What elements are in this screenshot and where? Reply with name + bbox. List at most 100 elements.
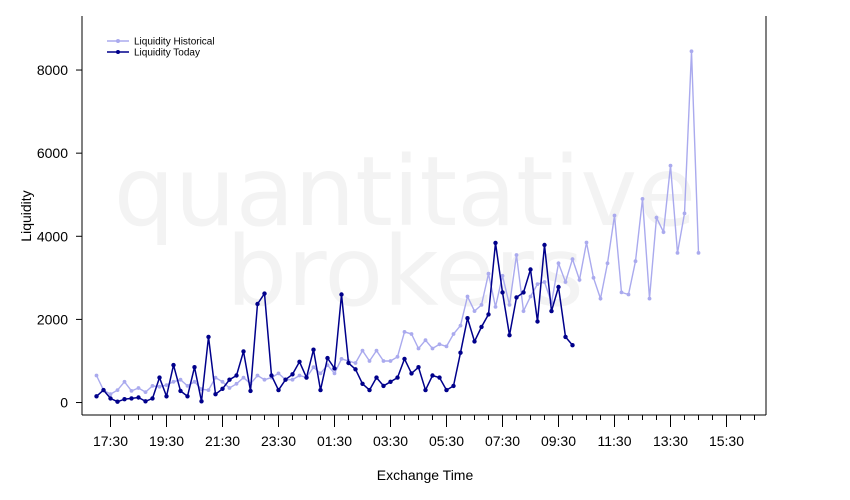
data-point [619, 290, 624, 295]
data-point [339, 357, 344, 361]
data-point [563, 334, 568, 340]
data-point [143, 390, 148, 394]
data-point [479, 324, 484, 330]
data-point [458, 350, 463, 355]
data-point [108, 392, 113, 397]
data-point [500, 290, 505, 295]
data-point [346, 360, 351, 366]
data-point [549, 308, 554, 314]
data-point [206, 388, 211, 392]
data-point [409, 371, 414, 376]
data-point [395, 375, 400, 380]
data-point [122, 397, 127, 402]
data-point [360, 348, 365, 353]
data-point [423, 387, 428, 393]
data-point [584, 240, 589, 245]
data-point [416, 346, 421, 351]
data-point [444, 387, 449, 393]
data-point [577, 278, 582, 282]
data-point [647, 296, 652, 301]
data-point [178, 388, 183, 394]
data-point [465, 294, 470, 299]
data-point [115, 388, 120, 392]
data-point [234, 381, 239, 386]
data-point [276, 371, 281, 376]
data-point [430, 373, 435, 378]
y-axis-title: Liquidity [18, 190, 34, 241]
data-point [157, 375, 162, 380]
data-point [199, 399, 204, 404]
data-point [402, 330, 407, 334]
data-point [171, 379, 176, 384]
data-point [213, 375, 218, 380]
data-point [374, 375, 379, 380]
y-tick-label: 2000 [37, 311, 68, 327]
data-point [493, 305, 498, 309]
x-tick-label: 17:30 [93, 433, 128, 449]
data-point [353, 361, 358, 365]
data-point [178, 377, 183, 382]
data-point [304, 375, 309, 380]
data-point [486, 312, 491, 317]
data-point [192, 379, 197, 384]
data-point [157, 384, 162, 389]
data-point [332, 366, 337, 371]
data-point [262, 291, 267, 296]
data-point [297, 373, 302, 378]
data-point [381, 359, 386, 363]
data-point [290, 377, 295, 382]
data-point [528, 267, 533, 272]
data-point [122, 379, 127, 384]
data-point [570, 343, 575, 348]
data-point [416, 365, 421, 370]
y-tick-label: 0 [60, 395, 68, 411]
data-point [94, 373, 99, 378]
x-tick-label: 19:30 [149, 433, 184, 449]
data-point [115, 399, 120, 404]
data-point [318, 387, 323, 393]
data-point [563, 280, 568, 284]
data-point [150, 396, 155, 401]
data-point [143, 399, 148, 404]
y-tick-label: 6000 [37, 145, 68, 161]
data-point [332, 371, 337, 376]
data-point [668, 163, 673, 168]
x-tick-label: 05:30 [429, 433, 464, 449]
data-point [682, 211, 687, 216]
x-tick-label: 13:30 [653, 433, 688, 449]
data-point [311, 365, 316, 370]
data-point [94, 394, 99, 399]
legend-marker [116, 39, 120, 43]
x-tick-label: 07:30 [485, 433, 520, 449]
data-point [500, 273, 505, 278]
data-point [255, 373, 260, 378]
data-point [633, 259, 638, 264]
data-point [514, 253, 519, 257]
y-axis: 0 2000 4000 6000 8000 [37, 62, 82, 411]
data-point [514, 295, 519, 300]
data-point [626, 292, 631, 297]
data-point [472, 339, 477, 344]
data-point [402, 356, 407, 362]
data-point [570, 257, 575, 261]
data-point [339, 292, 344, 297]
data-point [220, 386, 225, 391]
data-point [430, 346, 435, 351]
data-point [493, 240, 498, 246]
x-axis: 17:30 19:30 21:30 23:30 01:30 03:30 05:30 07:30… [93, 415, 755, 449]
x-axis-title: Exchange Time [377, 467, 474, 483]
y-tick-label: 4000 [37, 228, 68, 244]
y-tick-label: 8000 [37, 62, 68, 78]
data-point [136, 386, 141, 390]
data-point [318, 371, 323, 376]
data-point [437, 342, 442, 347]
data-point [640, 197, 645, 201]
data-point [262, 377, 267, 382]
data-point [276, 387, 281, 393]
data-point [675, 251, 680, 255]
data-point [192, 365, 197, 370]
data-point [227, 377, 232, 382]
data-point [654, 215, 659, 220]
data-point [248, 388, 253, 394]
data-point [696, 251, 701, 255]
